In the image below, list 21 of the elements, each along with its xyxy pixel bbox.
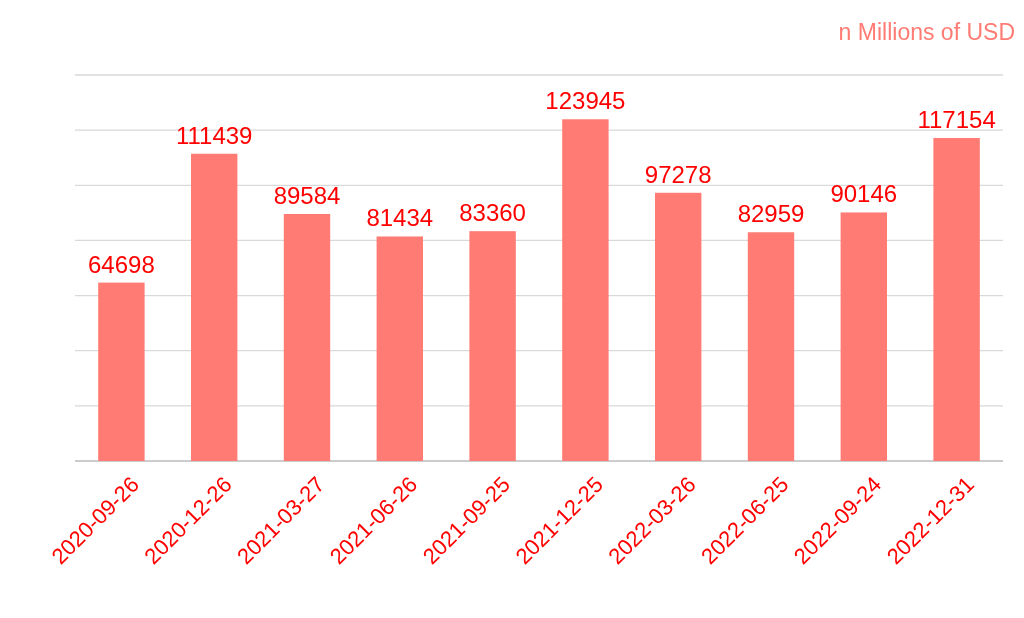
- data-label: 97278: [644, 160, 712, 188]
- data-label: 83360: [459, 199, 526, 227]
- bar: [747, 232, 795, 461]
- chart-title: n Millions of USD: [838, 19, 1015, 45]
- data-label: 81434: [366, 204, 434, 232]
- data-label: 64698: [88, 250, 155, 278]
- bar: [283, 214, 331, 461]
- bar: [376, 236, 423, 461]
- bar: [840, 212, 887, 461]
- data-label: 123945: [545, 87, 626, 115]
- bar: [655, 192, 702, 461]
- data-label: 82959: [737, 200, 805, 228]
- data-label: 89584: [273, 182, 341, 209]
- bar: [933, 137, 980, 461]
- bar: [98, 282, 145, 461]
- data-label: 111439: [175, 121, 253, 149]
- data-label: 90146: [830, 180, 898, 208]
- data-label: 117154: [917, 105, 996, 133]
- bar: [191, 153, 238, 461]
- bar: [469, 231, 516, 461]
- bar: [562, 119, 609, 461]
